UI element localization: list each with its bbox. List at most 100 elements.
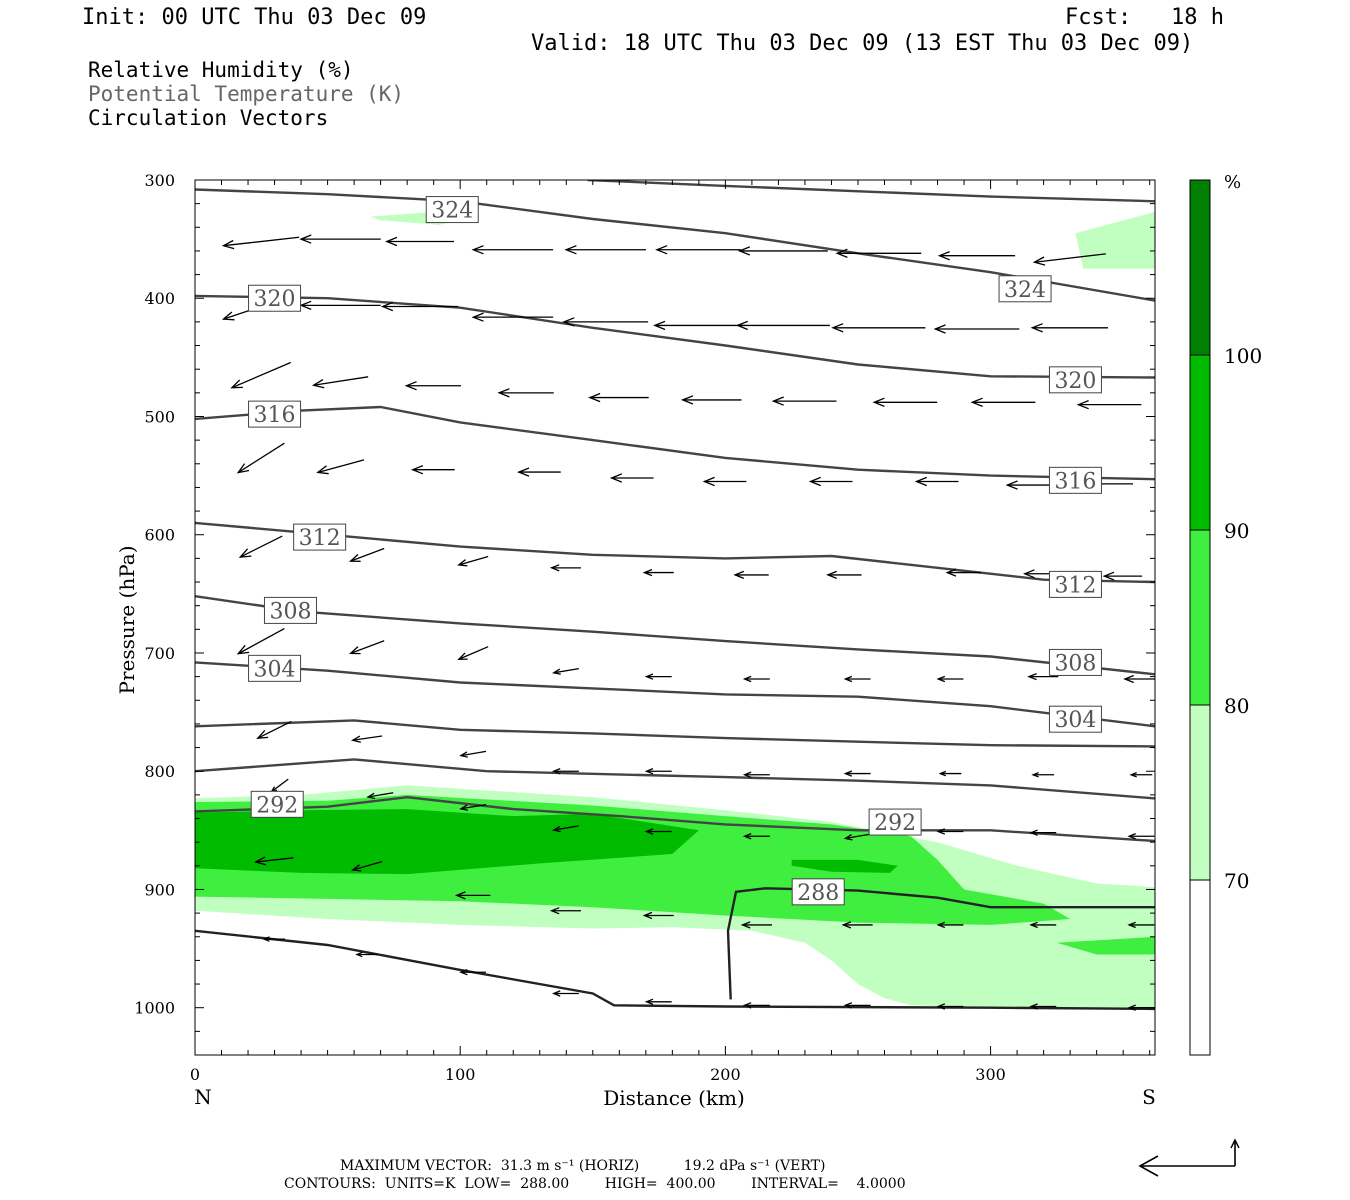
- vector-head: [459, 968, 468, 976]
- vector-head: [808, 476, 821, 487]
- vector-head: [380, 301, 394, 312]
- circulation-vector: [299, 234, 381, 244]
- rh-region-80: [1056, 936, 1155, 955]
- legend-circulation-vectors: Circulation Vectors: [88, 106, 329, 130]
- x-tick-label: 0: [190, 1065, 200, 1084]
- contour-label-box: [998, 275, 1052, 303]
- circulation-vector: [872, 397, 938, 408]
- vector-head: [642, 568, 653, 577]
- circulation-vector: [742, 675, 770, 683]
- circulation-vector: [737, 246, 828, 256]
- vector-head: [1027, 672, 1037, 681]
- vector-head: [385, 236, 398, 247]
- vector-shaft: [553, 667, 579, 674]
- x-tick-label: 200: [710, 1065, 741, 1084]
- contour-label: 316: [254, 403, 296, 428]
- vector-head: [551, 767, 561, 775]
- circulation-vector: [457, 646, 489, 660]
- vector-head: [945, 568, 957, 577]
- circulation-vector: [551, 825, 579, 833]
- vector-shaft: [352, 735, 383, 741]
- circulation-vector: [1031, 771, 1055, 778]
- contour-label: 304: [254, 657, 296, 682]
- vector-head: [221, 311, 235, 321]
- contour-label: 320: [1054, 369, 1096, 394]
- circulation-vector: [740, 921, 772, 929]
- circulation-vector: [459, 750, 487, 758]
- vector-head: [236, 463, 250, 474]
- vector-head: [459, 804, 468, 811]
- vector-shaft: [352, 860, 383, 871]
- y-axis-title: Pressure (hPa): [115, 546, 139, 695]
- colorbar-label: 70: [1224, 869, 1249, 893]
- circulation-vector: [221, 236, 300, 250]
- vector-shaft: [255, 857, 294, 863]
- vector-head: [410, 464, 424, 475]
- circulation-vector: [1027, 672, 1059, 681]
- vector-head: [831, 323, 844, 333]
- circulation-vector: [380, 301, 459, 312]
- theta-contour-line: [195, 795, 1155, 843]
- vector-head: [262, 936, 270, 942]
- y-tick-label: 300: [144, 171, 175, 190]
- valid-time: Valid: 18 UTC Thu 03 Dec 09 (13 EST Thu …: [531, 31, 1194, 56]
- vector-head: [937, 250, 950, 261]
- colorbar-segment: [1189, 354, 1211, 531]
- contour-label-box: [1048, 570, 1102, 598]
- vector-head: [497, 388, 510, 398]
- circulation-vector: [970, 397, 1036, 408]
- vector-head: [737, 246, 751, 256]
- vector-head: [771, 396, 784, 406]
- y-tick-label: 800: [144, 762, 175, 781]
- vector-head: [366, 792, 376, 800]
- circulation-vector: [253, 856, 294, 866]
- circulation-vector: [551, 990, 579, 997]
- circulation-vector: [642, 911, 674, 920]
- vector-head: [238, 548, 252, 558]
- colorbar-label: 90: [1224, 519, 1249, 543]
- vector-head: [1032, 256, 1046, 266]
- vector-shaft: [223, 236, 300, 247]
- contour-label: 292: [874, 811, 916, 836]
- circulation-vector: [457, 555, 489, 567]
- vector-head: [644, 767, 654, 775]
- reference-vector-horiz-head: [1138, 1155, 1159, 1177]
- circulation-vector: [454, 891, 491, 900]
- contour-label-box: [1048, 366, 1102, 394]
- circulation-vector: [936, 828, 964, 835]
- vector-head: [221, 239, 235, 250]
- theta-contour-line: [195, 294, 1155, 379]
- vector-head: [299, 234, 312, 244]
- forecast-hour: Fcst: 18 h: [1065, 5, 1224, 30]
- contour-label-box: [1048, 466, 1102, 494]
- vector-shaft: [458, 646, 489, 660]
- circulation-vector: [270, 778, 289, 793]
- plot-area: [195, 180, 1155, 1011]
- reference-vector-vert-head: [1230, 1138, 1240, 1149]
- contour-label-box: [250, 790, 304, 818]
- vector-head: [471, 312, 484, 322]
- colorbar-label: 100: [1224, 344, 1262, 368]
- circulation-vector: [238, 535, 283, 558]
- rh-region-90: [791, 859, 898, 873]
- vector-shaft: [460, 803, 487, 810]
- circulation-vector: [938, 770, 962, 777]
- circulation-vector: [262, 936, 286, 942]
- vector-head: [735, 320, 748, 331]
- circulation-vector: [562, 317, 649, 327]
- vector-head: [740, 921, 751, 929]
- circulation-vector: [551, 667, 579, 675]
- theta-contour-line: [195, 521, 1155, 584]
- vector-head: [644, 673, 654, 680]
- max-vector-note: MAXIMUM VECTOR: 31.3 m s⁻¹ (HORIZ) 19.2 …: [340, 1158, 826, 1174]
- circulation-vector: [517, 467, 561, 477]
- theta-contour-line: [195, 719, 1155, 748]
- circulation-vector: [355, 951, 378, 958]
- circulation-vector: [299, 300, 381, 311]
- contour-label-box: [248, 400, 302, 428]
- vector-head: [1005, 480, 1018, 490]
- vector-head: [404, 381, 417, 391]
- vector-head: [843, 1002, 853, 1009]
- circulation-vector: [826, 570, 862, 580]
- vector-head: [841, 921, 852, 929]
